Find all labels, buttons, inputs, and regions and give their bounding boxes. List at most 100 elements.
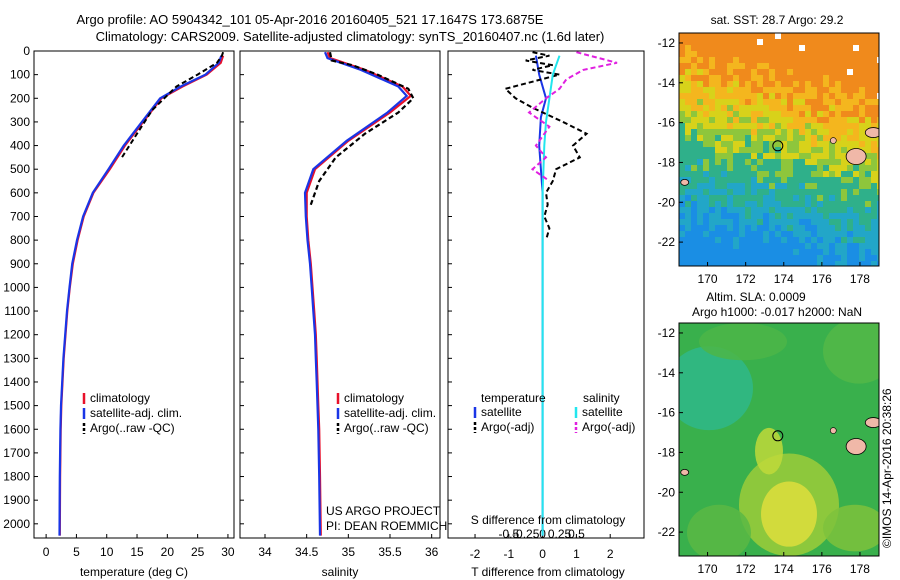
depth-tick-label: 1100 <box>4 304 30 318</box>
sst-cell <box>811 165 817 171</box>
sst-cell <box>787 123 793 129</box>
sst-cell <box>871 261 877 266</box>
sst-cell <box>793 171 799 177</box>
sst-cell <box>697 69 703 75</box>
sst-cell <box>787 255 793 261</box>
sst-cell <box>727 207 733 213</box>
sst-cell <box>793 183 799 189</box>
sst-cell <box>703 171 709 177</box>
sst-cell <box>727 159 733 165</box>
sst-cell <box>769 111 775 117</box>
sst-cell <box>865 33 871 39</box>
sst-cell <box>871 99 877 105</box>
sst-cell <box>817 87 823 93</box>
sst-cell <box>877 75 879 81</box>
sst-cell <box>793 51 799 57</box>
sst-cell <box>781 171 787 177</box>
sst-cell <box>859 165 865 171</box>
sst-cell <box>781 237 787 243</box>
sst-cell <box>721 231 727 237</box>
sst-cell <box>685 183 691 189</box>
sst-cell <box>811 249 817 255</box>
sst-cell <box>859 171 865 177</box>
sst-cell <box>733 135 739 141</box>
sst-cell <box>817 177 823 183</box>
sst-cell <box>787 111 793 117</box>
sst-cell <box>727 249 733 255</box>
sst-cell <box>745 231 751 237</box>
sst-cell <box>793 231 799 237</box>
sst-cell <box>769 213 775 219</box>
sst-cell <box>835 105 841 111</box>
depth-tick-label: 1900 <box>3 493 30 507</box>
sst-cell <box>733 111 739 117</box>
sst-cell <box>745 105 751 111</box>
sst-cell <box>757 237 763 243</box>
sst-cell <box>721 207 727 213</box>
diff-legend-title-temp: temperature <box>481 391 546 405</box>
sst-cell <box>805 39 811 45</box>
temp-series-2 <box>121 51 225 158</box>
sst-cell <box>871 81 877 87</box>
sst-cell <box>793 123 799 129</box>
sst-cell <box>835 159 841 165</box>
sst-cell <box>799 45 805 51</box>
sst-cell <box>745 51 751 57</box>
sst-cell <box>787 165 793 171</box>
sst-cell <box>805 63 811 69</box>
sst-cell <box>709 135 715 141</box>
sst-cell <box>847 207 853 213</box>
sst-cell <box>739 159 745 165</box>
sst-cell <box>691 153 697 159</box>
sst-cell <box>823 39 829 45</box>
sst-cell <box>841 153 847 159</box>
depth-tick-label: 1000 <box>3 280 30 294</box>
sst-cell <box>745 141 751 147</box>
sst-cell <box>775 255 781 261</box>
sst-cell <box>805 243 811 249</box>
sst-cell <box>775 39 781 45</box>
sst-cell <box>727 75 733 81</box>
sst-cell <box>823 231 829 237</box>
sst-cell <box>817 243 823 249</box>
temperature-panel: 0100200300400500600700800900100011001200… <box>3 44 235 579</box>
sst-cell <box>859 249 865 255</box>
sst-cell <box>817 237 823 243</box>
sst-cell <box>853 213 859 219</box>
sst-cell <box>811 255 817 261</box>
sst-cell <box>853 195 859 201</box>
sst-cell <box>859 237 865 243</box>
sst-cell <box>709 183 715 189</box>
sst-cell <box>715 261 721 266</box>
sst-cell <box>853 225 859 231</box>
sst-cell <box>709 231 715 237</box>
lon-tick-label: 172 <box>736 272 756 286</box>
sst-cell <box>775 189 781 195</box>
sst-cell <box>721 51 727 57</box>
sst-cell <box>691 87 697 93</box>
sst-cell <box>715 75 721 81</box>
sst-cell <box>805 183 811 189</box>
sst-cell <box>751 33 757 39</box>
sst-cell <box>811 147 817 153</box>
sst-cell <box>787 135 793 141</box>
sst-cell <box>781 33 787 39</box>
sst-cell <box>841 261 847 266</box>
sst-cell <box>793 33 799 39</box>
sst-cell <box>769 87 775 93</box>
sst-cell <box>775 177 781 183</box>
sst-cell <box>847 231 853 237</box>
sst-cell <box>781 99 787 105</box>
sst-cell <box>787 195 793 201</box>
sst-cell <box>703 57 709 63</box>
sst-cell <box>757 243 763 249</box>
sst-cell <box>703 237 709 243</box>
sst-cell <box>829 39 835 45</box>
sst-cell <box>811 81 817 87</box>
sst-cell <box>841 105 847 111</box>
sst-cell <box>859 243 865 249</box>
sst-cell <box>847 243 853 249</box>
sst-cell <box>751 129 757 135</box>
sst-cell <box>787 261 793 266</box>
sst-cell <box>853 69 859 75</box>
